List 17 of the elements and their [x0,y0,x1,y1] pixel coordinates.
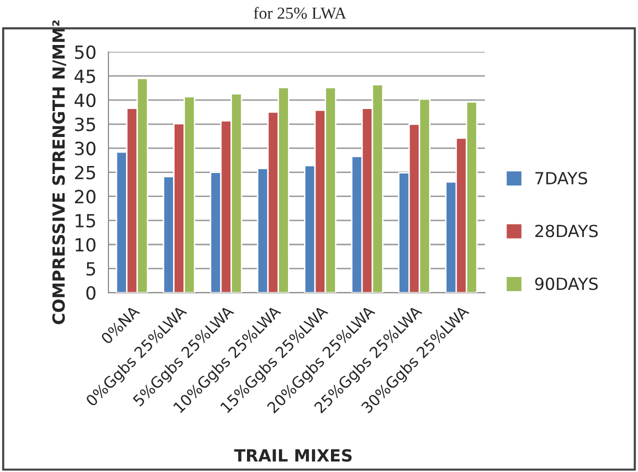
y-tick-label: 25 [75,166,96,180]
y-tick-label: 5 [86,262,96,276]
y-tick-label: 30 [75,142,96,156]
legend-label: 7DAYS [535,172,588,184]
y-tick-label: 40 [74,94,96,108]
y-tick-label: 45 [74,70,96,84]
y-tick-label: 15 [76,214,96,228]
y-tick-label: 20 [75,190,96,204]
legend-label: 28DAYS [535,224,598,238]
y-tick-label: 0 [86,286,96,300]
y-axis-title: COMPRESSIVE STRENGTH N/MM² [52,20,66,324]
y-tick-label: 35 [75,118,96,132]
y-tick-label: 10 [76,238,96,252]
legend-label: 90DAYS [535,277,598,290]
chart-title: for 25% LWA [254,6,346,19]
y-tick-label: 50 [75,45,96,60]
x-axis-title: TRAIL MIXES [234,449,352,462]
